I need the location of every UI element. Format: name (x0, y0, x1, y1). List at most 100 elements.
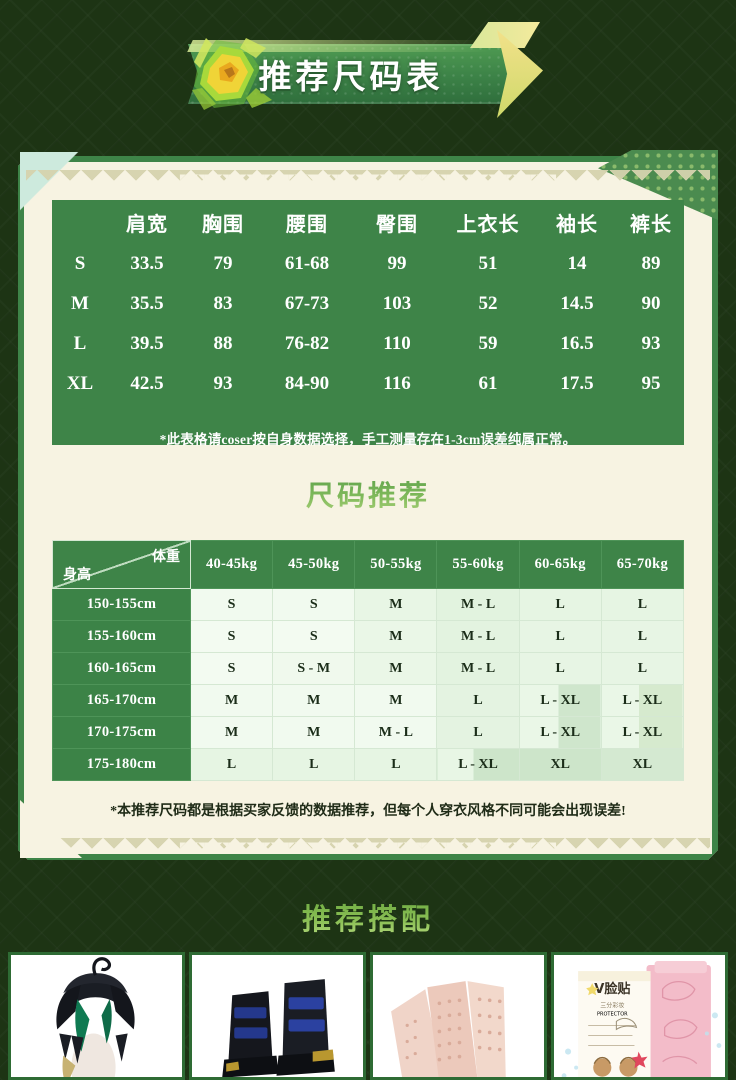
recommend-cell: M - L (436, 652, 520, 685)
size-cell: 93 (641, 333, 661, 354)
zigzag-border-top-inner (179, 174, 557, 186)
svg-text:V脸贴: V脸贴 (594, 981, 630, 997)
size-cell: 95 (641, 373, 661, 394)
size-label-xl: XL (66, 373, 94, 394)
height-row-header: 155-160cm (52, 620, 191, 653)
recommend-cell: M (354, 652, 438, 685)
title-banner: 推荐尺码表 (0, 0, 736, 150)
recommend-cell: L (436, 684, 520, 717)
svg-text:三分彩妆: 三分彩妆 (600, 1001, 624, 1009)
boots-product-card[interactable] (189, 952, 366, 1080)
size-col-header-toplen: 上衣长 (456, 213, 520, 236)
recommend-cell: S - M (272, 652, 356, 685)
bra-extender-product-card[interactable] (370, 952, 547, 1080)
wig-product-card[interactable] (8, 952, 185, 1080)
pairing-card-list: V脸贴 三分彩妆 PROTECTOR (0, 952, 736, 1080)
recommend-cell: L - XL (518, 716, 602, 749)
weight-col-header: 65-70kg (600, 540, 685, 589)
bra-extender-product-image (373, 955, 544, 1077)
table-row: 170-175cm M M M - L L L - XL L - XL (52, 716, 685, 749)
size-cell: 14.5 (560, 293, 594, 314)
weight-col-header: 50-55kg (354, 540, 438, 589)
weight-col-header: 40-45kg (189, 540, 274, 589)
recommend-header-row: 体重 身高 40-45kg 45-50kg 50-55kg 55-60kg 60… (52, 540, 685, 589)
size-label-l: L (73, 333, 87, 354)
size-cell: 88 (213, 333, 233, 354)
recommend-cell: M (272, 684, 356, 717)
size-cell: 116 (383, 373, 411, 394)
size-col-header-blank (52, 200, 108, 244)
height-row-header: 170-175cm (52, 716, 191, 749)
size-cell: 84-90 (284, 373, 330, 394)
weight-axis-label: 体重 (152, 550, 180, 565)
banner-title: 推荐尺码表 (258, 57, 444, 96)
height-row-header: 175-180cm (52, 748, 191, 781)
height-axis-label: 身高 (63, 568, 91, 583)
size-col-header-sleeve: 袖长 (556, 213, 598, 236)
recommend-cell: L - XL (436, 748, 520, 781)
table-row: 150-155cm S S M M - L L L (52, 588, 685, 621)
weight-col-header: 60-65kg (518, 540, 602, 589)
recommend-cell: M - L (436, 620, 520, 653)
recommend-cell: L (272, 748, 356, 781)
recommend-cell: M (189, 684, 274, 717)
face-sticker-product-card[interactable]: V脸贴 三分彩妆 PROTECTOR (551, 952, 728, 1080)
svg-text:PROTECTOR: PROTECTOR (597, 1011, 628, 1017)
height-row-header: 160-165cm (52, 652, 191, 685)
zigzag-border-bottom-inner (179, 842, 557, 854)
size-cell: 67-73 (284, 293, 330, 314)
size-col-header-shoulder: 肩宽 (126, 213, 168, 236)
pairing-section-heading: 推荐搭配 (0, 896, 736, 938)
recommend-cell: S (189, 620, 274, 653)
recommend-cell: S (189, 588, 274, 621)
table-row: L 39.5 88 76-82 110 59 16.5 93 (52, 324, 684, 364)
size-cell: 90 (641, 293, 661, 314)
recommend-cell: L - XL (600, 684, 685, 717)
recommend-cell: L - XL (518, 684, 602, 717)
size-table-note: *此表格请coser按自身数据选择，手工测量存在1-3cm误差纯属正常。 (159, 432, 577, 447)
size-cell: 61 (478, 373, 498, 394)
recommend-cell: L (518, 588, 602, 621)
height-row-header: 165-170cm (52, 684, 191, 717)
recommend-cell: L (436, 716, 520, 749)
size-cell: 89 (641, 253, 661, 274)
size-cell: 51 (478, 253, 498, 274)
size-cell: 59 (478, 333, 498, 354)
size-label-s: S (74, 253, 86, 274)
recommend-cell: M (354, 588, 438, 621)
size-label-m: M (71, 293, 89, 314)
recommend-cell: S (189, 652, 274, 685)
size-cell: 99 (387, 253, 407, 274)
size-cell: 35.5 (130, 293, 164, 314)
table-row: S 33.5 79 61-68 99 51 14 89 (52, 244, 684, 284)
size-cell: 14 (567, 253, 587, 274)
height-row-header: 150-155cm (52, 588, 191, 621)
recommend-cell: L (600, 588, 685, 621)
recommend-cell: L (354, 748, 438, 781)
recommend-cell: S (272, 588, 356, 621)
table-row: 160-165cm S S - M M M - L L L (52, 652, 685, 685)
size-cell: 61-68 (284, 253, 330, 274)
size-measurement-table: 肩宽 胸围 腰围 臀围 上衣长 袖长 裤长 S 33.5 79 61-68 99… (52, 200, 684, 445)
size-cell: 17.5 (560, 373, 594, 394)
recommend-cell: M (272, 716, 356, 749)
size-col-header-hip: 臀围 (376, 213, 418, 236)
size-recommendation-table: 体重 身高 40-45kg 45-50kg 50-55kg 55-60kg 60… (52, 540, 685, 781)
table-row: 175-180cm L L L L - XL XL XL (52, 748, 685, 781)
size-col-header-bust: 胸围 (202, 213, 244, 236)
boots-product-image (192, 955, 363, 1077)
size-cell: 39.5 (130, 333, 164, 354)
recommend-corner-cell: 体重 身高 (52, 540, 191, 589)
size-cell: 52 (478, 293, 498, 314)
recommend-cell: M (354, 620, 438, 653)
wig-product-image (11, 955, 182, 1077)
recommend-cell: L - XL (600, 716, 685, 749)
recommend-cell: XL (600, 748, 685, 781)
size-cell: 93 (213, 373, 233, 394)
table-row: M 35.5 83 67-73 103 52 14.5 90 (52, 284, 684, 324)
size-cell: 83 (213, 293, 233, 314)
size-cell: 33.5 (130, 253, 164, 274)
recommend-section-heading: 尺码推荐 (18, 474, 718, 514)
size-col-header-pantlen: 裤长 (630, 213, 672, 236)
table-row: 155-160cm S S M M - L L L (52, 620, 685, 653)
